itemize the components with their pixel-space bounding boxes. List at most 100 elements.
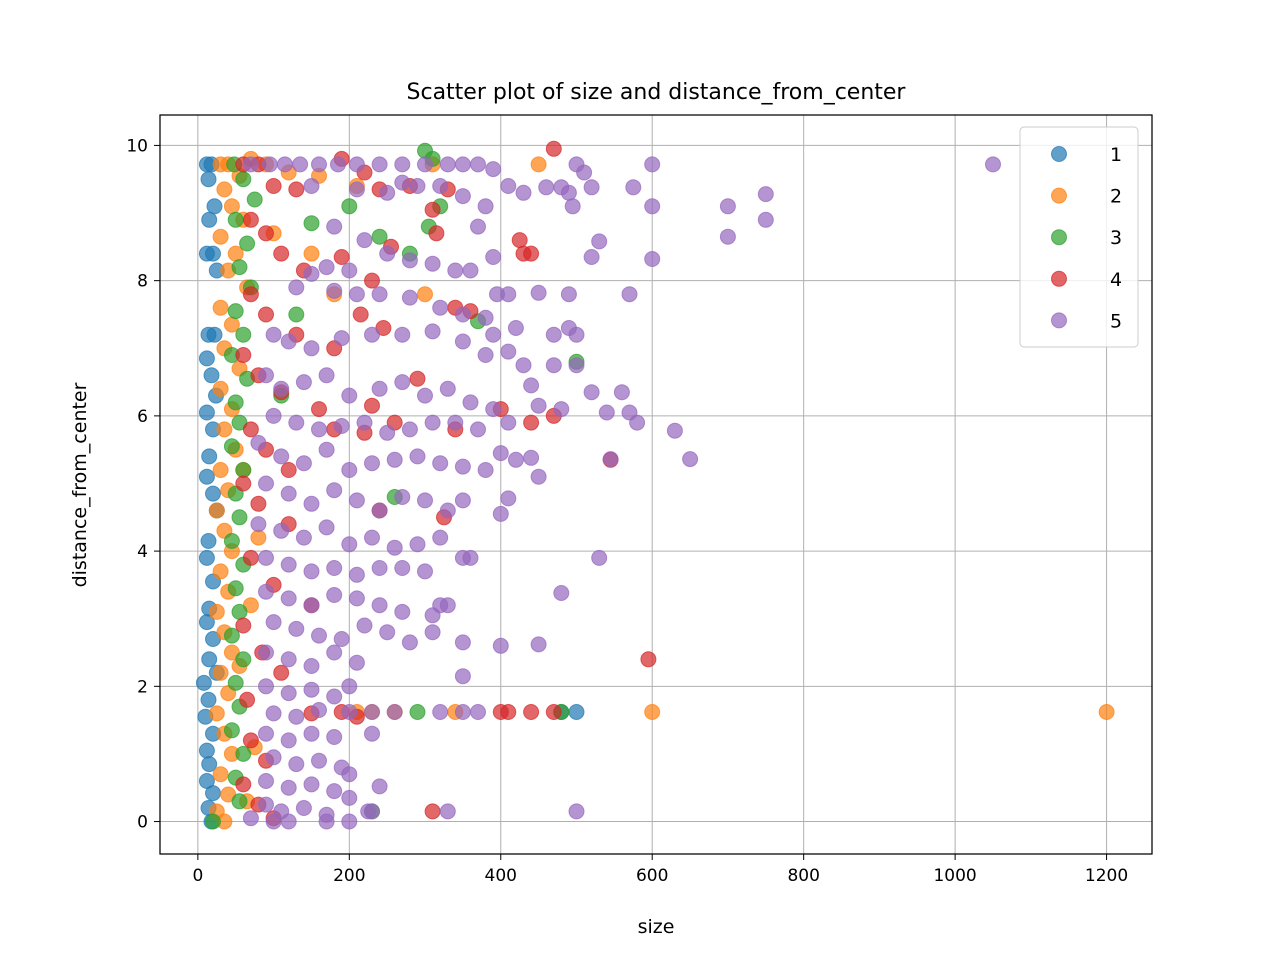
data-point: [356, 414, 373, 431]
data-point: [333, 418, 350, 434]
y-tick-label: 2: [137, 677, 148, 697]
data-point: [198, 549, 215, 566]
data-point: [200, 691, 217, 708]
data-point: [295, 800, 312, 816]
data-point: [280, 333, 297, 350]
data-point: [500, 704, 517, 720]
data-point: [477, 309, 494, 326]
data-point: [212, 228, 229, 245]
data-point: [644, 198, 661, 215]
data-point: [386, 539, 403, 556]
data-point: [417, 387, 433, 404]
data-point: [409, 370, 426, 387]
data-point: [206, 198, 223, 215]
data-point: [288, 306, 305, 323]
data-point: [242, 211, 259, 228]
x-axis-ticks: 0 200 400 600 800 1000 1200: [192, 854, 1128, 886]
data-point: [401, 421, 418, 438]
data-point: [719, 228, 736, 245]
data-point: [288, 756, 305, 773]
data-point: [242, 286, 259, 303]
data-point: [341, 766, 358, 783]
data-point: [318, 813, 335, 830]
data-point: [195, 674, 212, 691]
data-point: [379, 245, 396, 262]
data-point: [719, 198, 736, 215]
data-point: [500, 490, 517, 507]
data-point: [258, 678, 274, 695]
data-point: [602, 451, 619, 468]
data-point: [303, 597, 320, 614]
data-point: [326, 282, 343, 299]
data-point: [424, 803, 441, 820]
data-point: [424, 255, 441, 272]
data-point: [428, 225, 445, 242]
data-point: [250, 495, 267, 512]
data-point: [409, 704, 426, 720]
data-point: [258, 549, 274, 566]
data-point: [295, 529, 312, 546]
data-point: [500, 414, 517, 431]
data-point: [621, 286, 638, 303]
data-point: [348, 492, 365, 509]
data-point: [538, 179, 555, 196]
data-point: [568, 704, 585, 720]
data-point: [250, 529, 267, 546]
data-point: [242, 732, 259, 749]
data-point: [364, 272, 380, 289]
legend-label: 3: [1110, 227, 1122, 249]
data-point: [198, 614, 215, 631]
data-point: [212, 664, 229, 681]
data-point: [212, 299, 229, 316]
data-point: [439, 502, 456, 519]
data-point: [348, 566, 365, 583]
data-point: [258, 796, 274, 813]
data-point: [198, 350, 215, 367]
data-point: [231, 509, 248, 526]
data-point: [364, 725, 380, 742]
y-tick-label: 6: [137, 407, 148, 427]
data-point: [231, 603, 248, 620]
data-point: [560, 286, 577, 303]
data-point: [288, 181, 305, 198]
data-point: [564, 198, 581, 215]
data-point: [258, 773, 274, 789]
data-point: [515, 184, 532, 201]
data-point: [341, 198, 358, 215]
data-point: [341, 462, 358, 478]
data-point: [288, 708, 305, 725]
data-point: [223, 627, 240, 644]
data-point: [201, 211, 218, 228]
data-point: [591, 233, 608, 250]
data-point: [303, 776, 320, 793]
data-point: [318, 259, 335, 276]
data-point: [341, 813, 358, 830]
data-point: [530, 284, 547, 301]
data-point: [507, 451, 524, 468]
data-point: [326, 644, 343, 661]
data-point: [409, 536, 426, 553]
data-point: [280, 685, 297, 702]
data-point: [326, 560, 343, 576]
data-point: [386, 704, 403, 720]
data-point: [333, 631, 350, 647]
data-point: [553, 585, 570, 601]
data-point: [356, 232, 373, 249]
data-point: [201, 651, 218, 668]
data-point: [439, 803, 456, 820]
data-point: [239, 691, 256, 708]
series-5-points: [242, 156, 1001, 830]
data-point: [576, 164, 593, 181]
data-point: [439, 597, 456, 614]
data-point: [201, 756, 218, 773]
data-point: [250, 516, 267, 533]
data-point: [364, 704, 380, 720]
data-point: [583, 249, 600, 265]
data-point: [417, 563, 433, 580]
data-point: [203, 367, 220, 384]
data-point: [379, 424, 396, 441]
legend-label: 5: [1110, 310, 1122, 332]
data-point: [447, 262, 464, 279]
data-point: [341, 262, 358, 279]
data-point: [371, 286, 388, 303]
